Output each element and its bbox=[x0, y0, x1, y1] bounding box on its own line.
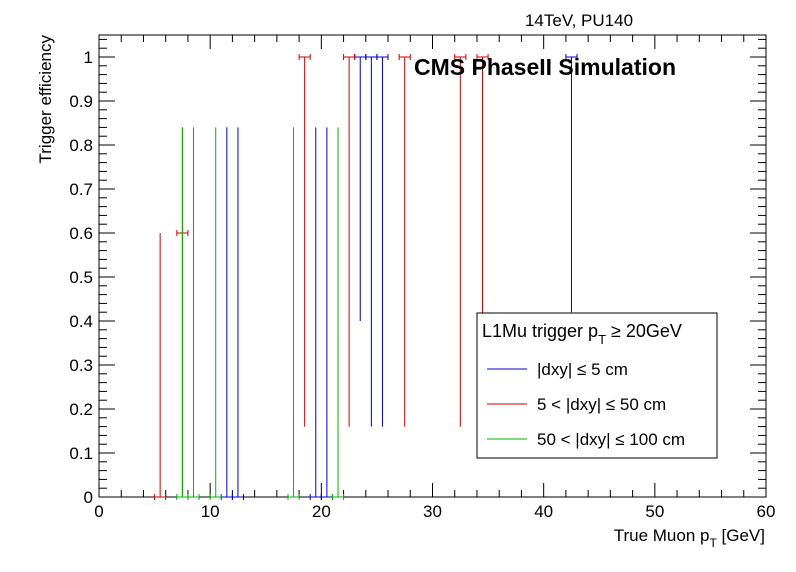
x-tick-label: 40 bbox=[534, 502, 553, 521]
x-tick-label: 20 bbox=[312, 502, 331, 521]
x-axis-label-unit: [GeV] bbox=[717, 526, 765, 545]
x-tick-label: 60 bbox=[757, 502, 776, 521]
data-point bbox=[376, 54, 389, 427]
data-point bbox=[331, 127, 345, 500]
x-tick-label: 10 bbox=[201, 502, 220, 521]
legend: L1Mu trigger pT ≥ 20GeV |dxy| ≤ 5 cm 5 < … bbox=[476, 312, 718, 459]
legend-entry-label: 5 < |dxy| ≤ 50 cm bbox=[537, 395, 666, 414]
cms-simulation-watermark: CMS PhaseII Simulation bbox=[414, 54, 676, 80]
y-tick-label: 0.5 bbox=[69, 268, 93, 287]
x-axis-label-subscript: T bbox=[709, 536, 717, 550]
legend-title-subscript: T bbox=[598, 332, 606, 347]
y-tick-label: 0.8 bbox=[69, 136, 93, 155]
legend-entry-label: 50 < |dxy| ≤ 100 cm bbox=[537, 430, 685, 449]
x-axis-label-main: True Muon p bbox=[614, 526, 710, 545]
y-tick-label: 0.9 bbox=[69, 92, 93, 111]
legend-title-tail: ≥ 20GeV bbox=[606, 321, 682, 341]
series-2 bbox=[176, 127, 345, 500]
legend-box bbox=[476, 312, 718, 459]
y-tick-label: 0.2 bbox=[69, 400, 93, 419]
legend-entry: 5 < |dxy| ≤ 50 cm bbox=[487, 395, 666, 414]
x-tick-label: 30 bbox=[423, 502, 442, 521]
legend-entries: |dxy| ≤ 5 cm 5 < |dxy| ≤ 50 cm 50 < |dxy| … bbox=[487, 360, 685, 449]
series-layer bbox=[154, 54, 578, 500]
y-tick-label: 0.1 bbox=[69, 444, 93, 463]
x-axis: 0 10 20 30 40 50 60 bbox=[94, 35, 775, 521]
y-tick-label: 0.7 bbox=[69, 180, 93, 199]
y-tick-label: 0.4 bbox=[69, 312, 93, 331]
legend-title-main: L1Mu trigger p bbox=[482, 321, 598, 341]
y-axis: 0 0.1 0.2 0.3 0.4 0.5 0.6 0.7 0.8 0.9 1 bbox=[69, 38, 766, 507]
y-tick-label: 1 bbox=[84, 48, 93, 67]
data-point bbox=[343, 54, 356, 427]
y-axis-label: Trigger efficiency bbox=[36, 35, 55, 164]
series-1 bbox=[154, 54, 489, 500]
data-point bbox=[454, 54, 467, 427]
data-point bbox=[398, 54, 411, 427]
x-tick-label: 50 bbox=[645, 502, 664, 521]
energy-pileup-label: 14TeV, PU140 bbox=[525, 11, 633, 30]
y-tick-label: 0 bbox=[84, 488, 93, 507]
data-point bbox=[209, 127, 222, 500]
legend-entry: |dxy| ≤ 5 cm bbox=[487, 360, 628, 379]
y-tick-label: 0.3 bbox=[69, 356, 93, 375]
data-point bbox=[298, 54, 311, 427]
data-point bbox=[231, 127, 245, 500]
data-point bbox=[476, 54, 489, 330]
data-point bbox=[187, 127, 200, 500]
data-point bbox=[154, 233, 167, 500]
data-point bbox=[287, 127, 300, 500]
data-point bbox=[565, 54, 578, 313]
x-axis-label: True Muon pT [GeV] bbox=[614, 526, 765, 550]
legend-entry-label: |dxy| ≤ 5 cm bbox=[537, 360, 628, 379]
x-tick-label: 0 bbox=[94, 502, 103, 521]
y-tick-label: 0.6 bbox=[69, 224, 93, 243]
legend-title: L1Mu trigger pT ≥ 20GeV bbox=[482, 321, 682, 347]
legend-entry: 50 < |dxy| ≤ 100 cm bbox=[487, 430, 685, 449]
data-point bbox=[309, 127, 322, 500]
